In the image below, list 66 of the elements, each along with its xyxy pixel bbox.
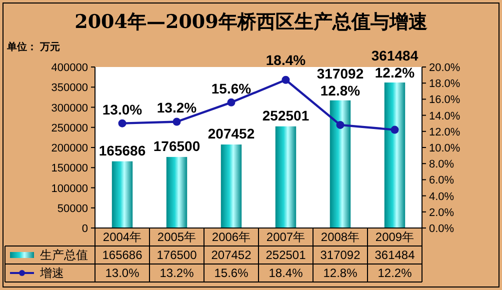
- y2-tick-label: 4.0%: [429, 190, 454, 203]
- y-tick-label: 350000: [51, 82, 88, 94]
- x-tick-label: 2005年: [157, 230, 196, 244]
- bar: [220, 144, 242, 228]
- bar: [330, 100, 351, 228]
- point: [282, 76, 290, 84]
- bar: [275, 126, 296, 228]
- y-tick-label: 150000: [51, 162, 88, 175]
- y-tick-label: 100000: [51, 182, 88, 195]
- y2-tick-label: 18.0%: [429, 78, 460, 90]
- text: 361484: [371, 48, 418, 64]
- x-tick-label: 2006年: [212, 230, 251, 244]
- data-label: 18.4%: [268, 266, 304, 280]
- data-label: 13.2%: [160, 266, 194, 280]
- text: 12.2%: [374, 64, 415, 81]
- y2-tick-label: 20.0%: [429, 62, 460, 74]
- y-tick-label: 0: [82, 223, 88, 235]
- text: 15.6%: [211, 80, 252, 96]
- point: [390, 126, 399, 134]
- text: 165686: [98, 142, 146, 158]
- y2-tick-label: 2.0%: [429, 206, 454, 219]
- data-label: 361484: [374, 248, 416, 262]
- data-label: 13.0%: [105, 266, 140, 280]
- chart-title: 2004年—2009年桥西区生产总值与增速: [74, 11, 428, 33]
- text: 18.4%: [266, 52, 306, 68]
- data-label: 12.8%: [323, 266, 358, 280]
- text: 13.2%: [156, 100, 197, 116]
- bar: [384, 82, 406, 228]
- y2-tick-label: 8.0%: [429, 158, 454, 171]
- y2-tick-label: 0.0%: [429, 223, 454, 235]
- y-tick-label: 300000: [51, 102, 88, 114]
- y2-tick-label: 6.0%: [429, 174, 454, 187]
- point: [227, 98, 236, 106]
- data-label: 207452: [211, 248, 252, 262]
- point: [118, 119, 126, 128]
- x-tick-label: 2009年: [375, 230, 414, 244]
- text: 252501: [262, 107, 310, 124]
- data-label: 15.6%: [214, 266, 249, 280]
- y2-tick-label: 14.0%: [429, 110, 460, 122]
- x-tick-label: 2004年: [102, 230, 142, 244]
- x-tick-label: 2008年: [320, 230, 360, 244]
- bar: [166, 156, 188, 228]
- y2-tick-label: 12.0%: [429, 126, 460, 138]
- y-tick-label: 250000: [51, 122, 88, 134]
- point: [336, 120, 344, 129]
- text: 13.0%: [102, 101, 142, 118]
- y-tick-label: 200000: [51, 142, 88, 154]
- y-tick-label: 50000: [57, 202, 88, 215]
- point: [172, 118, 181, 126]
- text: 12.8%: [320, 82, 360, 98]
- y-tick-label: 400000: [51, 62, 88, 74]
- y2-tick-label: 16.0%: [429, 94, 460, 106]
- data-label: 165686: [102, 248, 143, 262]
- text: 207452: [208, 126, 255, 142]
- bar: [112, 161, 133, 228]
- legend-label: 生产总值: [40, 248, 88, 262]
- data-label: 176500: [156, 248, 198, 262]
- data-label: 252501: [266, 248, 306, 262]
- y-axis-title: 单位： 万元: [6, 41, 60, 53]
- text: 176500: [153, 138, 200, 154]
- legend-label: 增速: [39, 266, 64, 280]
- y2-tick-label: 10.0%: [429, 142, 460, 154]
- x-tick-label: 2007年: [266, 230, 306, 244]
- text: 317092: [316, 65, 364, 82]
- data-label: 317092: [320, 248, 361, 262]
- data-label: 12.2%: [378, 266, 412, 280]
